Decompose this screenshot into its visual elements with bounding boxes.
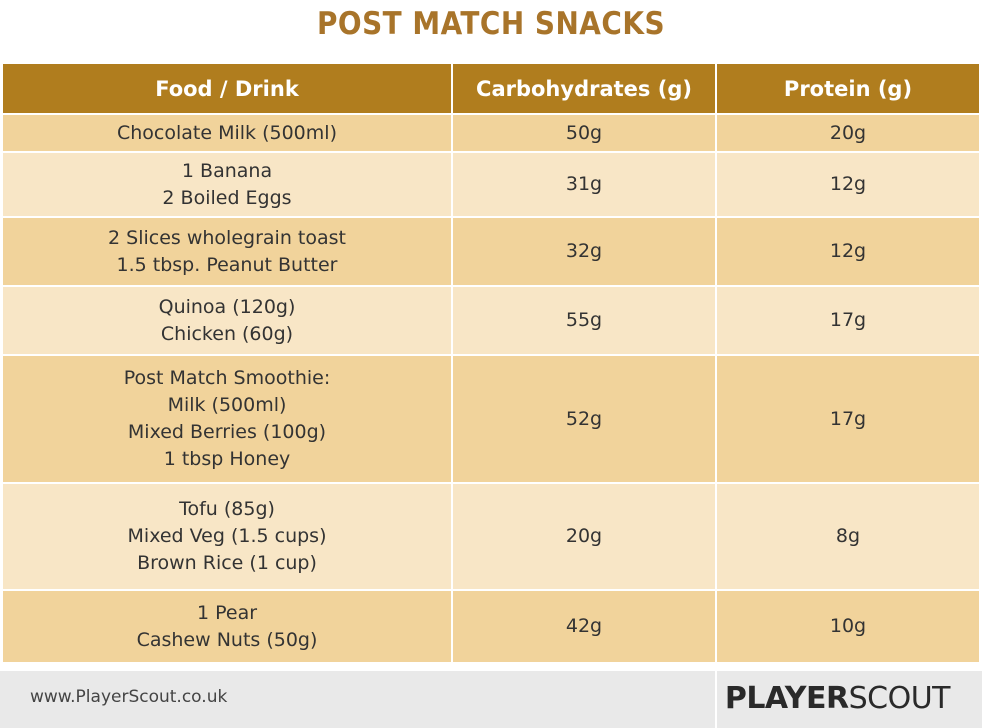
table-row: Chocolate Milk (500ml) 50g 20g xyxy=(1,113,981,153)
food-line: Quinoa (120g) xyxy=(158,295,296,318)
protein-cell: 12g xyxy=(715,216,981,287)
food-line: 1 Banana xyxy=(181,159,273,182)
food-cell: Quinoa (120g) Chicken (60g) xyxy=(1,285,453,356)
carbs-cell: 20g xyxy=(451,482,717,591)
nutrition-table: Food / Drink Carbohydrates (g) Protein (g)… xyxy=(1,62,981,664)
carbs-cell: 50g xyxy=(451,113,717,153)
table-row: Quinoa (120g) Chicken (60g) 55g 17g xyxy=(1,285,981,356)
food-line: Chicken (60g) xyxy=(160,322,294,345)
website-url: www.PlayerScout.co.uk xyxy=(30,687,228,707)
table-row: 1 Pear Cashew Nuts (50g) 42g 10g xyxy=(1,589,981,664)
food-line: Chocolate Milk (500ml) xyxy=(117,121,337,144)
food-cell: Post Match Smoothie: Milk (500ml) Mixed Be… xyxy=(1,354,453,484)
table-row: 2 Slices wholegrain toast 1.5 tbsp. Peanu… xyxy=(1,216,981,287)
food-line: Cashew Nuts (50g) xyxy=(136,628,318,651)
food-line: 2 Boiled Eggs xyxy=(162,186,292,209)
header-row: Food / Drink Carbohydrates (g) Protein (g) xyxy=(1,62,981,115)
column-header: Carbohydrates (g) xyxy=(451,62,717,115)
table-row: 1 Banana 2 Boiled Eggs 31g 12g xyxy=(1,151,981,218)
column-header: Protein (g) xyxy=(715,62,981,115)
protein-cell: 10g xyxy=(715,589,981,664)
table-row: Post Match Smoothie: Milk (500ml) Mixed Be… xyxy=(1,354,981,484)
table-body: Chocolate Milk (500ml) 50g 20g 1 Banana 2 Bo… xyxy=(1,113,981,664)
food-cell: Chocolate Milk (500ml) xyxy=(1,113,453,153)
food-line: 1 tbsp Honey xyxy=(163,448,291,470)
logo-bold: PLAYER xyxy=(724,681,849,716)
protein-cell: 12g xyxy=(715,151,981,218)
carbs-cell: 42g xyxy=(451,589,717,664)
food-cell: 1 Banana 2 Boiled Eggs xyxy=(1,151,453,218)
logo: PLAYERSCOUT xyxy=(724,681,951,716)
food-line: Tofu (85g) xyxy=(179,498,275,520)
food-line: Mixed Veg (1.5 cups) xyxy=(127,525,327,547)
food-line: 1 Pear xyxy=(196,601,258,624)
carbs-cell: 52g xyxy=(451,354,717,484)
column-header: Food / Drink xyxy=(1,62,453,115)
carbs-cell: 32g xyxy=(451,216,717,287)
food-line: Milk (500ml) xyxy=(167,394,287,416)
separator xyxy=(715,671,717,728)
food-line: Mixed Berries (100g) xyxy=(127,421,327,443)
food-cell: 1 Pear Cashew Nuts (50g) xyxy=(1,589,453,664)
logo-light: SCOUT xyxy=(848,681,951,716)
food-cell: 2 Slices wholegrain toast 1.5 tbsp. Peanu… xyxy=(1,216,453,287)
food-cell: Tofu (85g) Mixed Veg (1.5 cups) Brown Rice… xyxy=(1,482,453,591)
food-line: Brown Rice (1 cup) xyxy=(137,552,317,574)
footer: www.PlayerScout.co.uk PLAYERSCOUT xyxy=(0,671,982,728)
protein-cell: 17g xyxy=(715,354,981,484)
protein-cell: 17g xyxy=(715,285,981,356)
food-line: 1.5 tbsp. Peanut Butter xyxy=(116,253,338,276)
title: POST MATCH SNACKS xyxy=(316,6,666,42)
table-row: Tofu (85g) Mixed Veg (1.5 cups) Brown Rice… xyxy=(1,482,981,591)
carbs-cell: 31g xyxy=(451,151,717,218)
protein-cell: 20g xyxy=(715,113,981,153)
protein-cell: 8g xyxy=(715,482,981,591)
carbs-cell: 55g xyxy=(451,285,717,356)
food-line: Post Match Smoothie: xyxy=(123,367,331,389)
food-line: 2 Slices wholegrain toast xyxy=(108,226,346,249)
